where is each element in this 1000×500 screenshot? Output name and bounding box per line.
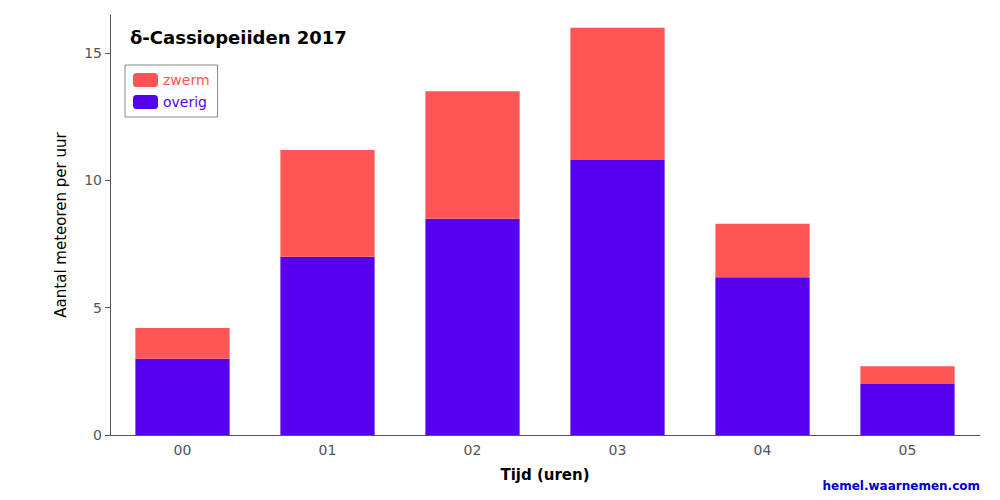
svg-text:03: 03: [609, 442, 627, 458]
svg-text:15: 15: [84, 45, 102, 61]
svg-text:δ-Cassiopeiiden 2017: δ-Cassiopeiiden 2017: [130, 27, 347, 48]
svg-text:5: 5: [93, 300, 102, 316]
svg-text:04: 04: [754, 442, 772, 458]
svg-text:05: 05: [899, 442, 917, 458]
svg-text:Aantal meteoren per uur: Aantal meteoren per uur: [52, 132, 70, 318]
svg-text:Tijd (uren): Tijd (uren): [500, 466, 589, 484]
svg-text:zwerm: zwerm: [163, 72, 210, 88]
svg-text:hemel.waarnemen.com: hemel.waarnemen.com: [823, 479, 980, 493]
svg-text:0: 0: [93, 427, 102, 443]
svg-text:overig: overig: [163, 94, 207, 110]
svg-text:02: 02: [464, 442, 482, 458]
svg-text:10: 10: [84, 172, 102, 188]
svg-text:01: 01: [319, 442, 337, 458]
svg-text:00: 00: [174, 442, 192, 458]
